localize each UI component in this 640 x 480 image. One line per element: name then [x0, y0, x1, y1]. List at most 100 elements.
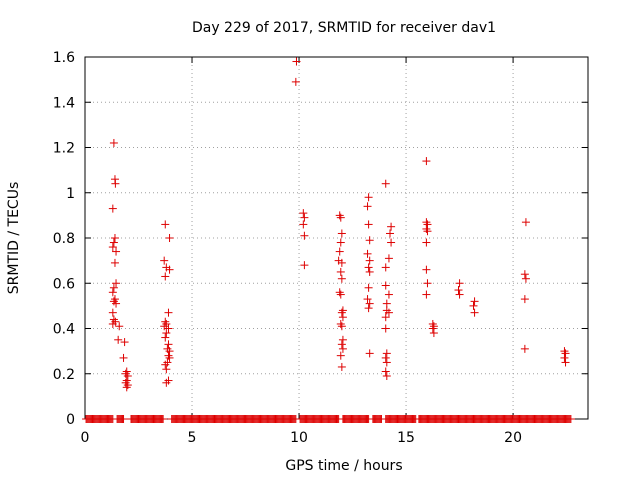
data-point	[363, 202, 372, 211]
data-point	[382, 372, 391, 381]
data-point	[365, 236, 374, 245]
data-point	[365, 349, 374, 358]
data-point	[161, 220, 170, 229]
data-point	[108, 204, 117, 213]
data-point	[364, 283, 373, 292]
data-point	[336, 267, 345, 276]
data-point	[422, 238, 431, 247]
data-point	[165, 353, 174, 362]
data-point	[381, 313, 390, 322]
data-point	[381, 353, 390, 362]
data-point	[454, 286, 463, 295]
data-point	[121, 369, 130, 378]
data-point	[108, 319, 117, 328]
data-point	[161, 272, 170, 281]
y-tick-label: 0.4	[53, 322, 75, 338]
data-point	[337, 229, 346, 238]
data-point	[120, 338, 129, 347]
x-tick-label: 0	[81, 430, 90, 446]
data-point	[365, 299, 374, 308]
data-point	[335, 288, 344, 297]
data-point	[337, 340, 346, 349]
data-point	[338, 335, 347, 344]
data-point	[387, 238, 396, 247]
data-point	[382, 358, 391, 367]
data-point	[291, 77, 300, 86]
chart-title: Day 229 of 2017, SRMTID for receiver dav…	[192, 20, 496, 36]
data-point	[365, 256, 374, 265]
plot-frame	[84, 56, 589, 420]
data-point	[337, 308, 346, 317]
data-point	[423, 220, 432, 229]
data-point	[110, 234, 119, 242]
data-point	[111, 179, 120, 188]
data-point	[164, 324, 173, 333]
data-point	[109, 138, 118, 147]
data-point	[337, 322, 346, 331]
data-point	[469, 301, 478, 310]
data-point	[112, 247, 121, 256]
data-point	[561, 358, 570, 367]
y-tick-label: 1.6	[53, 50, 75, 66]
data-point	[455, 279, 464, 288]
data-point	[122, 383, 131, 392]
data-point	[108, 243, 117, 252]
baseline-point	[159, 415, 168, 423]
data-point	[381, 263, 390, 272]
data-point	[164, 308, 173, 317]
data-point	[115, 322, 124, 331]
data-point	[165, 265, 174, 274]
data-point	[162, 319, 171, 328]
data-point	[387, 222, 396, 231]
data-point	[335, 247, 344, 256]
data-point	[423, 227, 432, 236]
data-point	[165, 234, 174, 242]
data-point	[381, 367, 390, 376]
data-point	[123, 381, 132, 390]
data-point	[161, 360, 170, 369]
y-tick-label: 1.4	[53, 95, 75, 111]
data-point	[300, 231, 309, 240]
data-point	[162, 329, 171, 338]
y-tick-label: 1.2	[53, 141, 75, 157]
baseline-point	[119, 415, 128, 423]
baseline-point	[566, 415, 575, 423]
data-point	[300, 213, 309, 222]
data-point	[336, 213, 345, 222]
data-point	[163, 344, 172, 353]
data-point	[112, 299, 121, 308]
data-point	[164, 351, 173, 360]
data-point	[165, 347, 174, 356]
data-point	[299, 220, 308, 229]
data-point	[428, 324, 437, 333]
x-tick-label: 15	[397, 430, 415, 446]
data-point	[119, 353, 128, 362]
data-point	[335, 211, 344, 220]
data-point	[382, 299, 391, 308]
data-point	[364, 220, 373, 229]
data-point	[164, 340, 173, 349]
data-point	[364, 263, 373, 272]
data-point	[162, 365, 171, 374]
x-tick-label: 10	[290, 430, 308, 446]
data-point	[109, 297, 118, 306]
x-tick-label: 5	[188, 430, 197, 446]
data-point	[470, 297, 479, 306]
data-point	[109, 238, 118, 247]
data-points	[108, 57, 570, 392]
data-point	[422, 157, 431, 166]
data-point	[561, 349, 570, 358]
y-tick-label: 0.8	[53, 231, 75, 247]
data-point	[164, 376, 173, 385]
data-point	[110, 295, 119, 304]
data-point	[161, 333, 170, 342]
data-point	[121, 378, 130, 387]
data-point	[336, 351, 345, 360]
data-point	[363, 295, 372, 304]
data-point	[364, 304, 373, 313]
y-tick-label: 0.6	[53, 276, 75, 292]
data-point	[292, 57, 301, 66]
grid-lines	[85, 57, 588, 419]
data-point	[123, 372, 132, 381]
